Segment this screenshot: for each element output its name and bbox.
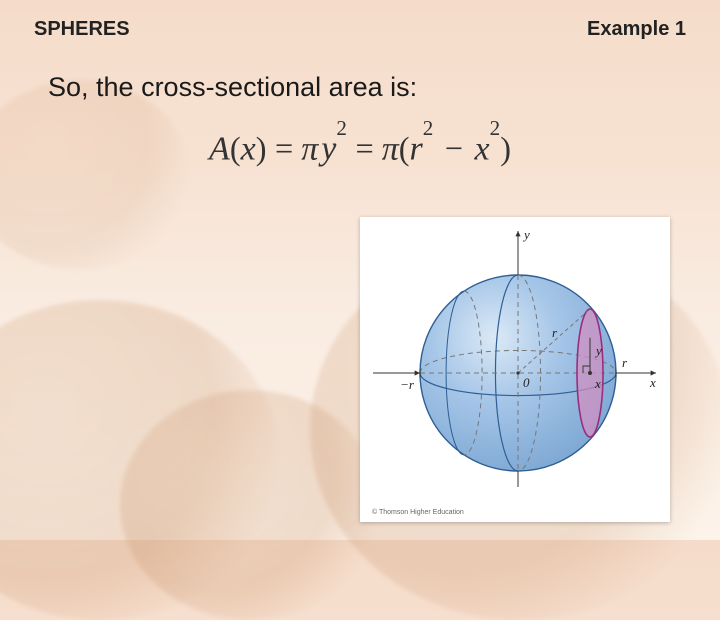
sphere-svg: yx0−rrryx (368, 225, 662, 505)
svg-text:−r: −r (400, 377, 415, 392)
diagram-caption: © Thomson Higher Education (372, 509, 464, 516)
body-text: So, the cross-sectional area is: (48, 72, 417, 103)
formula-minus: − (442, 130, 466, 166)
section-title: SPHERES (34, 18, 130, 41)
formula: A(x) = πy2 = π(r2 − x2) (0, 128, 720, 168)
formula-rhs2-a: r (410, 130, 423, 167)
example-label: Example 1 (587, 18, 686, 41)
svg-text:y: y (522, 227, 530, 242)
svg-text:x: x (649, 375, 656, 390)
formula-lhs-arg: x (241, 130, 256, 167)
formula-rhs1-exp: 2 (336, 116, 347, 140)
formula-rhs2-a-exp: 2 (423, 116, 434, 140)
svg-text:0: 0 (523, 375, 530, 390)
sphere-diagram: yx0−rrryx © Thomson Higher Education (360, 217, 670, 522)
formula-rhs2-b-exp: 2 (490, 116, 501, 140)
formula-lhs-fn: A (209, 130, 230, 167)
formula-rhs1-var: y (321, 130, 336, 167)
slide-header: SPHERES Example 1 (34, 18, 686, 41)
formula-rhs2-b: x (475, 130, 490, 167)
bg-blob (0, 80, 190, 270)
formula-rhs1-coef: π (301, 130, 318, 167)
formula-rhs2-coef: π (382, 130, 399, 167)
svg-text:y: y (594, 343, 602, 358)
svg-text:r: r (622, 355, 628, 370)
svg-text:x: x (594, 376, 601, 391)
